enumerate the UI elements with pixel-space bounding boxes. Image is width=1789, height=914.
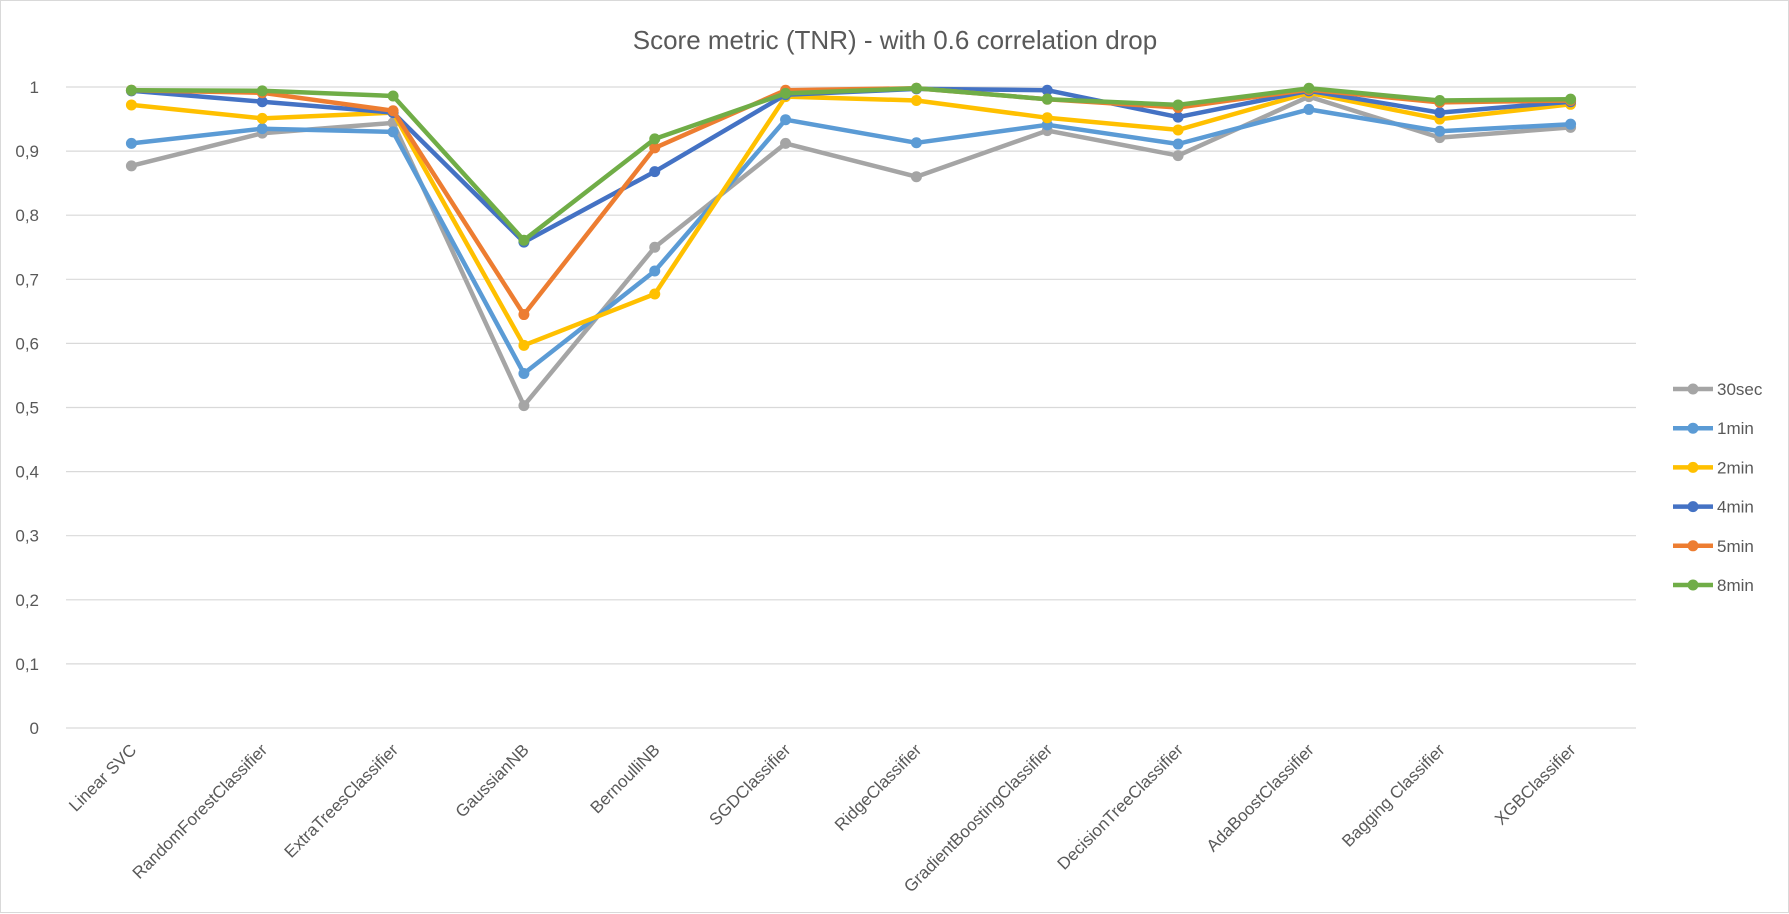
- y-tick-label: 0,2: [15, 591, 39, 610]
- y-tick-label: 0,9: [15, 142, 39, 161]
- y-tick-label: 0,5: [15, 399, 39, 418]
- data-point-1min: [1565, 118, 1577, 130]
- data-point-30sec: [125, 160, 137, 172]
- legend-label: 8min: [1717, 576, 1754, 595]
- x-tick-label: Bagging Classifier: [1338, 740, 1449, 851]
- x-tick-label: BernoulliNB: [587, 740, 664, 817]
- data-point-1min: [125, 137, 137, 149]
- series-line-30sec: [129, 94, 1573, 408]
- y-tick-label: 0,8: [15, 206, 39, 225]
- legend-label: 30sec: [1717, 380, 1763, 399]
- data-point-1min: [910, 137, 922, 149]
- y-tick-label: 0,4: [15, 463, 39, 482]
- legend-swatch-marker: [1687, 579, 1699, 591]
- data-point-4min: [1434, 107, 1446, 119]
- legend-swatch-marker: [1687, 501, 1699, 513]
- legend-item-4min: 4min: [1673, 498, 1754, 517]
- data-point-8min: [1172, 99, 1184, 111]
- chart-title: Score metric (TNR) - with 0.6 correlatio…: [633, 25, 1157, 55]
- y-tick-label: 0,6: [15, 334, 39, 353]
- series-line-5min: [129, 86, 1573, 317]
- x-tick-label: RandomForestClassifier: [129, 740, 272, 883]
- data-point-1min: [1303, 103, 1315, 115]
- x-tick-label: SGDClassifier: [705, 740, 794, 829]
- series-line-1min: [129, 107, 1573, 376]
- data-point-30sec: [910, 171, 922, 183]
- y-tick-label: 0,1: [15, 655, 39, 674]
- legend-label: 2min: [1717, 458, 1754, 477]
- data-point-2min: [1172, 124, 1184, 136]
- x-tick-label: ExtraTreesClassifier: [281, 740, 402, 861]
- x-tick-label: DecisionTreeClassifier: [1054, 740, 1187, 873]
- data-point-2min: [518, 339, 530, 351]
- x-tick-label: Linear SVC: [65, 740, 140, 815]
- series-line-8min: [129, 86, 1573, 243]
- data-point-2min: [649, 288, 661, 300]
- data-point-4min: [1041, 84, 1053, 96]
- legend-label: 4min: [1717, 498, 1754, 517]
- x-tick-label: RidgeClassifier: [831, 740, 926, 835]
- data-point-1min: [518, 368, 530, 380]
- x-tick-label: AdaBoostClassifier: [1203, 740, 1318, 855]
- data-point-2min: [256, 112, 268, 124]
- y-tick-label: 0,3: [15, 527, 39, 546]
- data-point-2min: [125, 99, 137, 111]
- legend-swatch-marker: [1687, 540, 1699, 552]
- data-point-8min: [649, 133, 661, 145]
- data-point-1min: [1172, 138, 1184, 150]
- data-point-1min: [256, 123, 268, 135]
- legend-swatch-marker: [1687, 422, 1699, 434]
- legend-label: 5min: [1717, 537, 1754, 556]
- data-point-30sec: [518, 400, 530, 412]
- data-point-8min: [1041, 93, 1053, 105]
- legend: 30sec 1min 2min 4min 5min 8min: [1673, 380, 1763, 595]
- data-point-1min: [387, 126, 399, 138]
- data-point-8min: [518, 234, 530, 246]
- series-lines: [125, 82, 1577, 412]
- legend-item-1min: 1min: [1673, 419, 1754, 438]
- series-line-2min: [129, 90, 1573, 348]
- data-point-5min: [649, 142, 661, 154]
- x-tick-label: XGBClassifier: [1491, 740, 1579, 828]
- data-point-30sec: [1172, 150, 1184, 162]
- data-point-4min: [1172, 111, 1184, 123]
- y-tick-label: 0: [30, 719, 39, 738]
- y-axis-tick-labels: 0 0,1 0,2 0,3 0,4 0,5 0,6 0,7 0,8 0,9 1: [15, 78, 39, 738]
- data-point-5min: [387, 105, 399, 117]
- data-point-8min: [1565, 93, 1577, 105]
- data-point-8min: [387, 90, 399, 102]
- data-point-4min: [256, 96, 268, 108]
- data-point-8min: [125, 84, 137, 96]
- data-point-4min: [649, 166, 661, 178]
- data-point-30sec: [649, 241, 661, 253]
- gridlines: [66, 86, 1636, 729]
- legend-swatch-marker: [1687, 461, 1699, 473]
- data-point-8min: [910, 82, 922, 94]
- y-tick-label: 0,7: [15, 270, 39, 289]
- data-point-8min: [1303, 82, 1315, 94]
- data-point-1min: [1434, 125, 1446, 137]
- x-tick-label: GradientBoostingClassifier: [900, 740, 1056, 896]
- data-point-5min: [518, 309, 530, 321]
- legend-item-5min: 5min: [1673, 537, 1754, 556]
- legend-swatch-marker: [1687, 383, 1699, 395]
- legend-item-30sec: 30sec: [1673, 380, 1763, 399]
- data-point-1min: [780, 114, 792, 126]
- data-point-1min: [649, 265, 661, 277]
- data-point-8min: [780, 87, 792, 99]
- legend-item-8min: 8min: [1673, 576, 1754, 595]
- data-point-8min: [1434, 94, 1446, 106]
- data-point-8min: [256, 85, 268, 97]
- legend-item-2min: 2min: [1673, 458, 1754, 477]
- y-tick-label: 1: [30, 78, 39, 97]
- data-point-30sec: [780, 137, 792, 149]
- x-tick-label: GaussianNB: [452, 740, 533, 821]
- data-point-2min: [1041, 112, 1053, 124]
- legend-label: 1min: [1717, 419, 1754, 438]
- data-point-2min: [910, 94, 922, 106]
